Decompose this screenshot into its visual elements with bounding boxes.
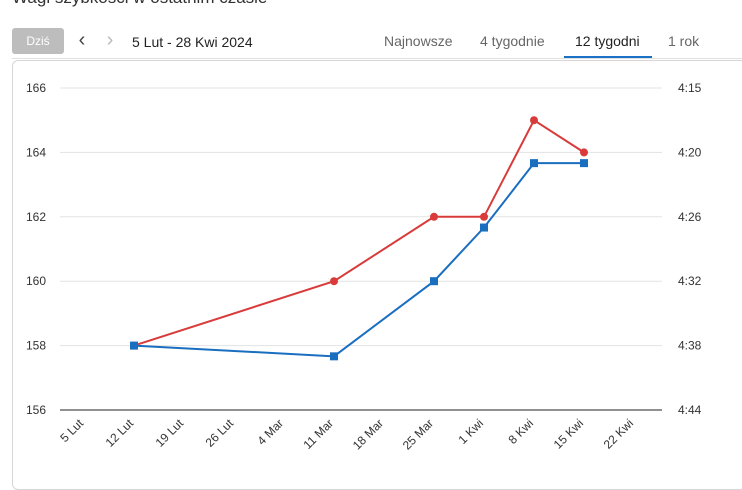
series-line-1 bbox=[133, 118, 585, 347]
x-tick-label: 4 Mar bbox=[255, 416, 287, 448]
x-tick-label: 19 Lut bbox=[153, 416, 187, 450]
tab-4-weeks[interactable]: 4 tygodnie bbox=[480, 33, 545, 49]
x-tick-label: 8 Kwi bbox=[505, 416, 536, 447]
y-left-tick-label: 158 bbox=[26, 339, 46, 353]
y-right-tick-label: 4:32 bbox=[678, 274, 702, 288]
x-tick-label: 12 Lut bbox=[103, 416, 137, 450]
x-tick-label: 15 Kwi bbox=[551, 416, 586, 451]
y-right-tick-label: 4:26 bbox=[678, 210, 702, 224]
x-tick-label: 26 Lut bbox=[203, 416, 237, 450]
x-tick-label: 25 Mar bbox=[400, 416, 436, 452]
y-axis-right: 4:15 4:20 4:26 4:32 4:38 4:44 bbox=[678, 81, 702, 417]
y-left-tick-label: 164 bbox=[26, 145, 46, 159]
data-point[interactable] bbox=[330, 352, 338, 361]
chart-series bbox=[130, 116, 588, 361]
y-right-tick-label: 4:44 bbox=[678, 403, 702, 417]
x-tick-label: 18 Mar bbox=[350, 416, 386, 452]
x-tick-label: 11 Mar bbox=[300, 416, 336, 452]
x-axis: 5 Lut 12 Lut 19 Lut 26 Lut 4 Mar 11 Mar 18 Mar… bbox=[57, 416, 636, 453]
data-point[interactable] bbox=[530, 116, 538, 125]
y-right-tick-label: 4:20 bbox=[678, 145, 702, 159]
y-left-tick-label: 160 bbox=[26, 274, 46, 288]
date-toolbar: Dziś ‹ › 5 Lut - 28 Kwi 2024 Najnowsze 4… bbox=[0, 26, 742, 58]
chevron-left-icon[interactable]: ‹ bbox=[78, 29, 86, 51]
tab-1-year[interactable]: 1 rok bbox=[668, 33, 700, 49]
data-point[interactable] bbox=[480, 223, 488, 232]
data-point[interactable] bbox=[330, 277, 338, 286]
x-tick-label: 5 Lut bbox=[57, 416, 86, 445]
page-title: Wagi szybkości w ostatnim czasie bbox=[12, 0, 267, 8]
y-axis-left: 166 164 162 160 158 156 bbox=[26, 81, 46, 417]
series-line-2 bbox=[133, 162, 584, 358]
data-point[interactable] bbox=[530, 159, 538, 168]
data-point[interactable] bbox=[580, 159, 588, 168]
x-tick-label: 1 Kwi bbox=[455, 416, 486, 447]
tab-12-weeks[interactable]: 12 tygodni bbox=[575, 33, 640, 49]
y-left-tick-label: 156 bbox=[26, 403, 46, 417]
tab-latest[interactable]: Najnowsze bbox=[384, 33, 453, 49]
toolbar-divider bbox=[12, 58, 742, 59]
data-point[interactable] bbox=[480, 212, 488, 221]
date-range-label: 5 Lut - 28 Kwi 2024 bbox=[132, 34, 253, 50]
data-point[interactable] bbox=[430, 212, 438, 221]
y-right-tick-label: 4:38 bbox=[678, 339, 702, 353]
x-tick-label: 22 Kwi bbox=[601, 416, 636, 451]
data-point[interactable] bbox=[580, 148, 588, 157]
data-point[interactable] bbox=[130, 341, 138, 350]
chart-grid bbox=[60, 87, 662, 411]
y-left-tick-label: 166 bbox=[26, 81, 46, 95]
active-tab-indicator bbox=[564, 56, 652, 58]
chevron-right-icon[interactable]: › bbox=[106, 29, 114, 51]
y-left-tick-label: 162 bbox=[26, 210, 46, 224]
y-right-tick-label: 4:15 bbox=[678, 81, 702, 95]
today-button[interactable]: Dziś bbox=[12, 28, 64, 54]
data-point[interactable] bbox=[430, 277, 438, 286]
